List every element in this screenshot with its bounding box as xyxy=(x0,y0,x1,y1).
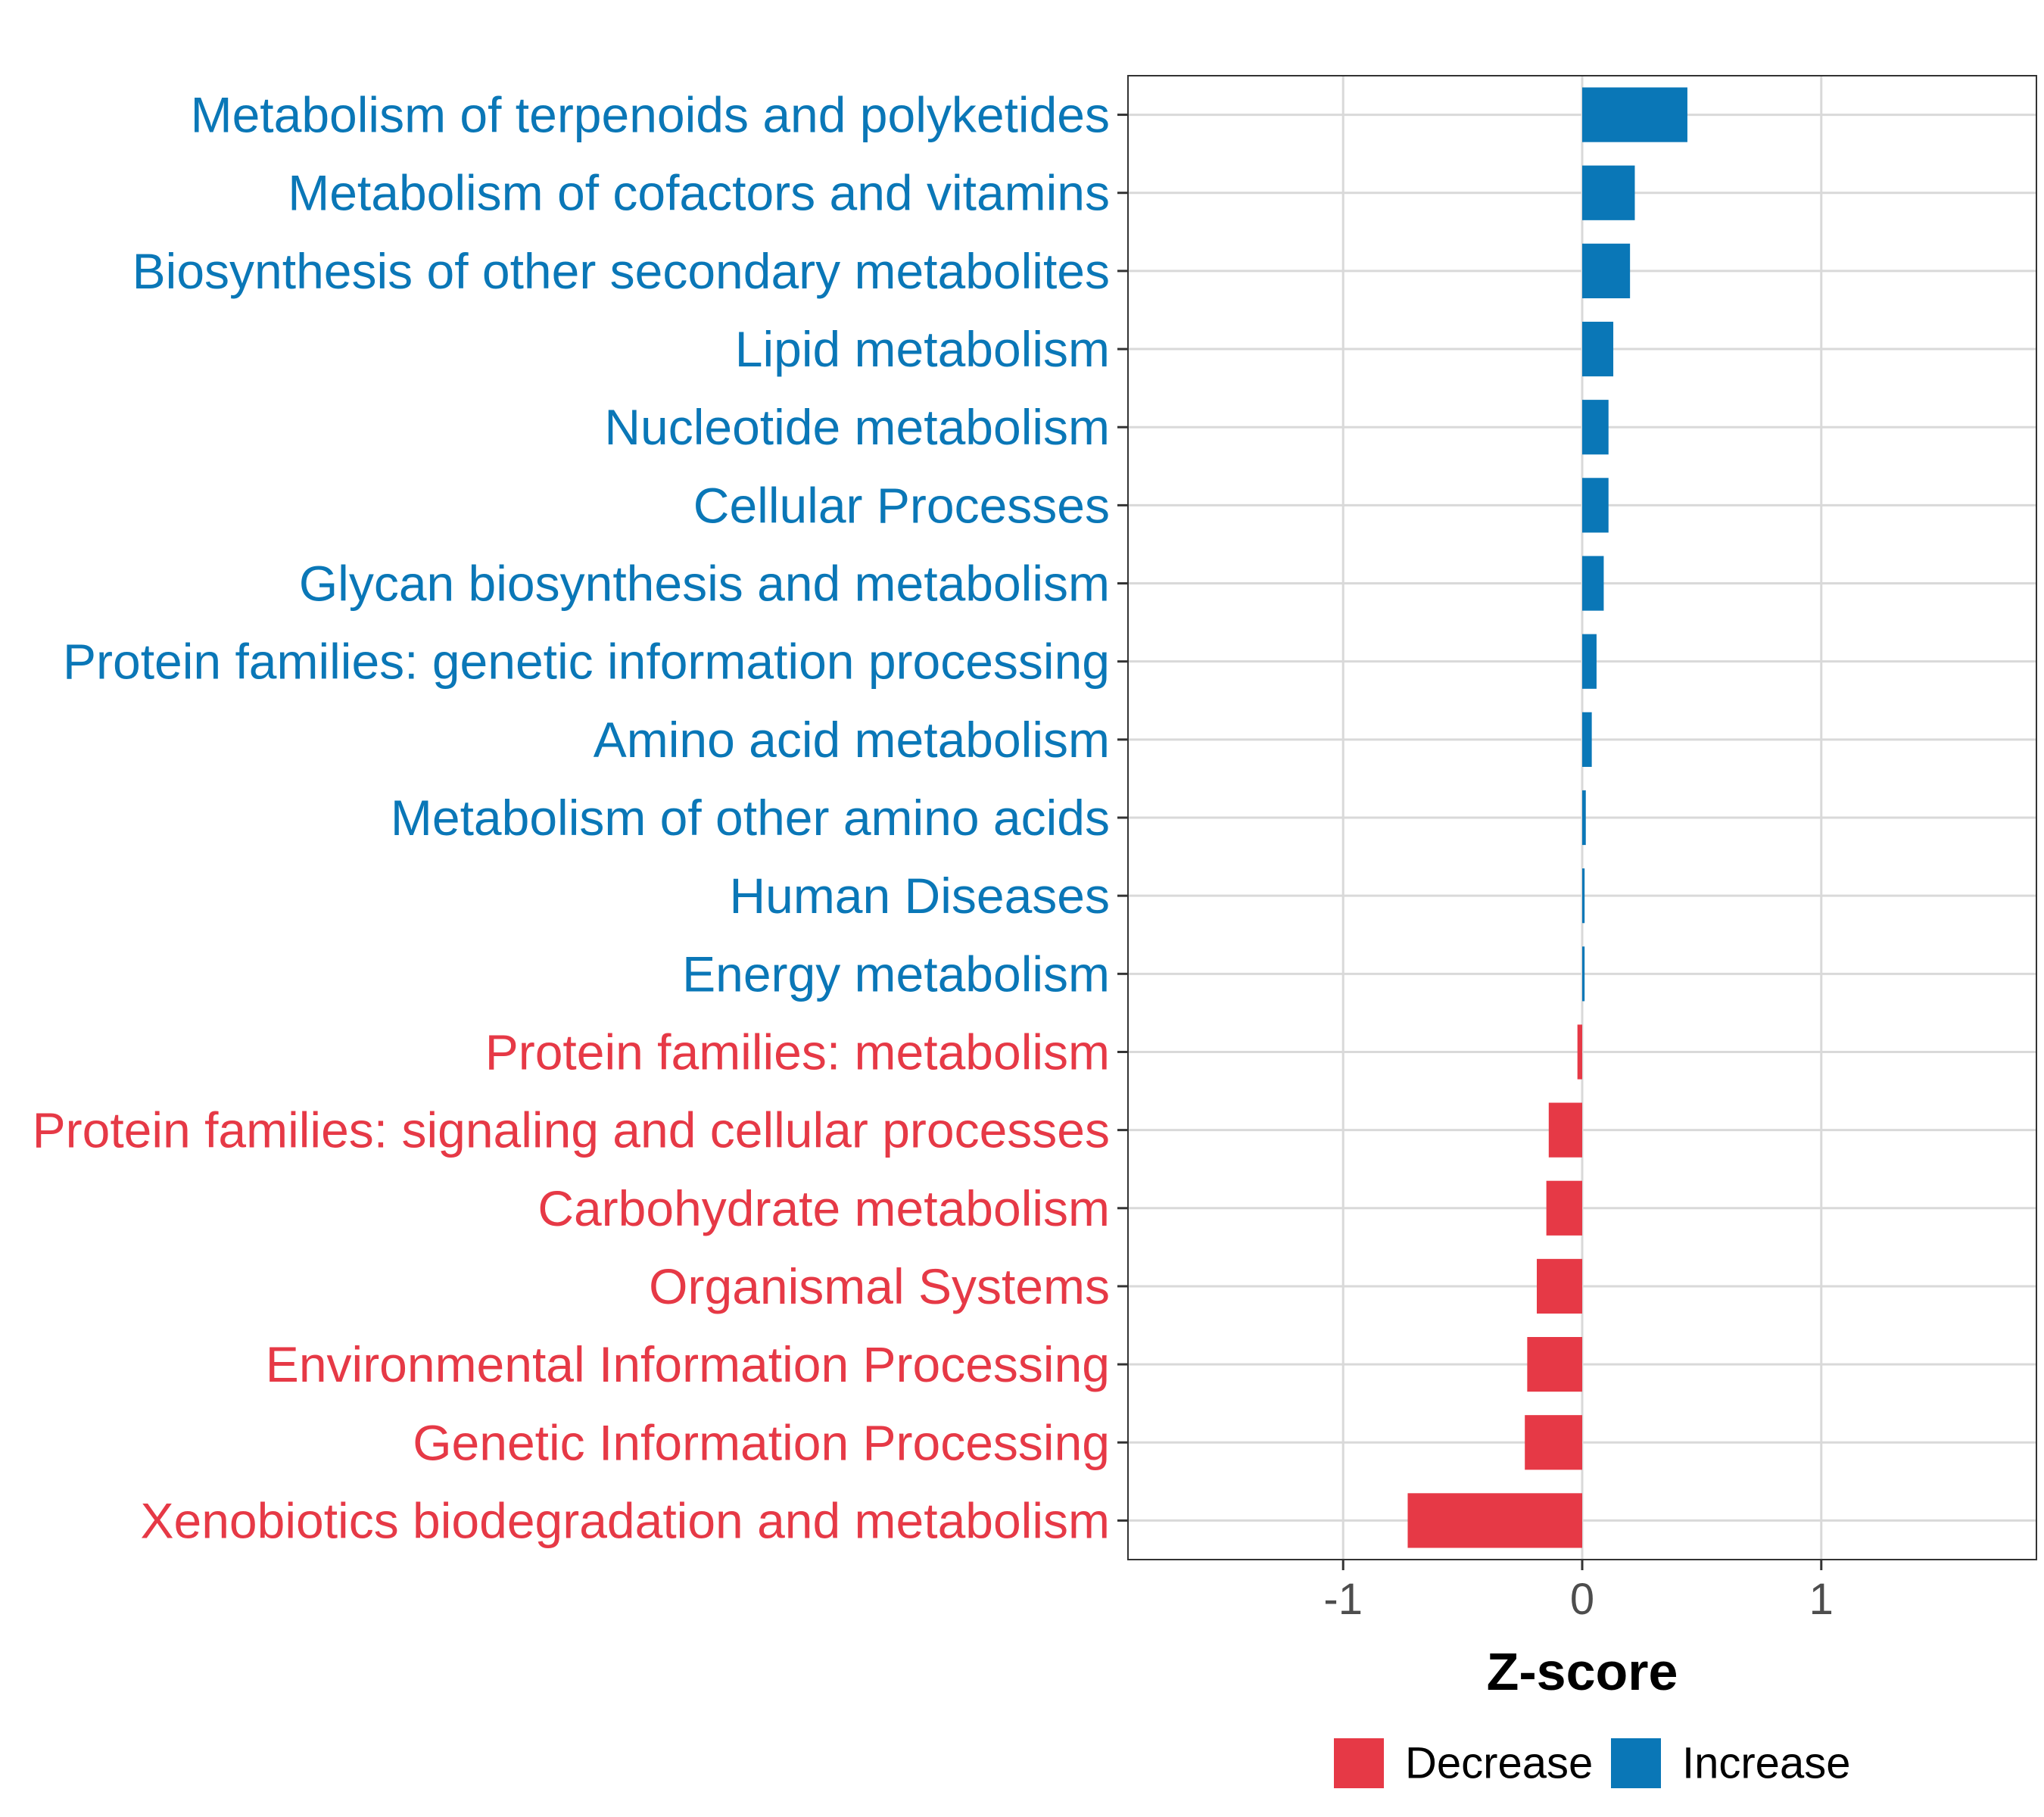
x-axis-title: Z-score xyxy=(1487,1642,1678,1701)
x-tick-label: 0 xyxy=(1570,1575,1594,1624)
y-tick-label: Nucleotide metabolism xyxy=(604,399,1110,455)
y-tick-label: Amino acid metabolism xyxy=(594,712,1110,768)
bar xyxy=(1527,1337,1582,1392)
bar xyxy=(1582,243,1631,298)
x-tick-label: -1 xyxy=(1323,1575,1363,1624)
y-tick-label: Xenobiotics biodegradation and metabolis… xyxy=(141,1492,1111,1548)
y-tick-label: Protein families: signaling and cellular… xyxy=(33,1102,1110,1158)
bar xyxy=(1582,868,1585,924)
y-axis: Metabolism of terpenoids and polyketides… xyxy=(33,87,1128,1548)
bar xyxy=(1582,556,1604,611)
bar xyxy=(1582,790,1586,846)
y-tick-label: Energy metabolism xyxy=(682,946,1110,1002)
y-tick-label: Genetic Information Processing xyxy=(413,1414,1110,1470)
x-tick-label: 1 xyxy=(1809,1575,1834,1624)
y-tick-label: Biosynthesis of other secondary metaboli… xyxy=(132,243,1110,299)
bar xyxy=(1582,946,1585,1002)
y-tick-label: Protein families: metabolism xyxy=(485,1024,1110,1080)
y-tick-label: Lipid metabolism xyxy=(735,321,1110,377)
bar xyxy=(1537,1258,1582,1314)
y-tick-label: Protein families: genetic information pr… xyxy=(63,634,1110,690)
y-tick-label: Organismal Systems xyxy=(649,1258,1110,1314)
x-axis: -1 0 1 xyxy=(1323,1560,1834,1624)
bars-layer xyxy=(1407,87,1687,1548)
legend-label: Decrease xyxy=(1405,1739,1593,1788)
bar xyxy=(1546,1180,1582,1236)
bar xyxy=(1548,1102,1582,1158)
y-tick-label: Cellular Processes xyxy=(693,477,1110,533)
y-tick-label: Metabolism of cofactors and vitamins xyxy=(288,165,1110,221)
legend-swatch xyxy=(1611,1738,1661,1788)
y-tick-label: Metabolism of terpenoids and polyketides xyxy=(191,87,1110,143)
y-tick-label: Human Diseases xyxy=(729,868,1110,924)
y-tick-label: Glycan biosynthesis and metabolism xyxy=(299,556,1110,612)
bar xyxy=(1525,1415,1582,1470)
bar xyxy=(1582,478,1609,533)
bar xyxy=(1582,165,1635,220)
y-tick-label: Metabolism of other amino acids xyxy=(391,790,1110,846)
y-tick-label: Environmental Information Processing xyxy=(266,1336,1110,1392)
bar xyxy=(1407,1493,1582,1548)
bar xyxy=(1582,321,1614,377)
legend-label: Increase xyxy=(1682,1739,1850,1788)
bar xyxy=(1582,400,1609,455)
y-tick-label: Carbohydrate metabolism xyxy=(537,1180,1110,1236)
bar xyxy=(1582,87,1687,142)
legend-swatch xyxy=(1334,1738,1384,1788)
bar xyxy=(1582,634,1597,689)
bar xyxy=(1577,1024,1582,1080)
bar xyxy=(1582,712,1592,767)
legend: Decrease Increase xyxy=(1334,1738,1850,1788)
